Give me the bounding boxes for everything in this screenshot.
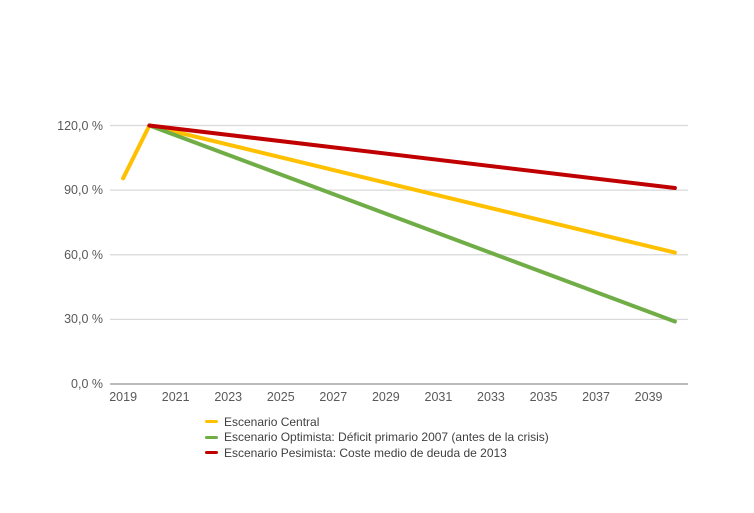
x-axis-tick-label: 2031 bbox=[424, 390, 453, 404]
x-axis-tick-label: 2019 bbox=[109, 390, 138, 404]
legend-item-escenario-pesimista: Escenario Pesimista: Coste medio de deud… bbox=[205, 445, 549, 461]
legend-label: Escenario Pesimista: Coste medio de deud… bbox=[224, 445, 507, 460]
y-axis-tick-label: 0,0 % bbox=[71, 377, 103, 391]
x-axis-tick-label: 2035 bbox=[529, 390, 558, 404]
legend-line-swatch bbox=[205, 435, 218, 439]
x-axis-tick-label: 2039 bbox=[634, 390, 663, 404]
x-axis-tick-label: 2027 bbox=[319, 390, 348, 404]
legend-label: Escenario Optimista: Déficit primario 20… bbox=[224, 430, 549, 445]
y-axis-tick-label: 60,0 % bbox=[64, 247, 103, 262]
y-axis-tick-label: 90,0 % bbox=[64, 183, 103, 198]
series-line bbox=[147, 123, 677, 324]
series-line bbox=[147, 123, 677, 190]
legend-label: Escenario Central bbox=[224, 414, 320, 429]
legend-line-swatch bbox=[205, 420, 218, 424]
x-axis-tick-label: 2021 bbox=[161, 390, 190, 404]
x-axis-tick-label: 2029 bbox=[371, 390, 400, 404]
x-axis-tick-label: 2037 bbox=[582, 390, 610, 404]
x-axis-tick-label: 2025 bbox=[266, 390, 295, 404]
legend-item-escenario-optimista: Escenario Optimista: Déficit primario 20… bbox=[205, 430, 549, 446]
chart-legend: Escenario Central Escenario Optimista: D… bbox=[205, 414, 549, 461]
x-axis-tick-label: 2033 bbox=[477, 390, 505, 404]
legend-item-escenario-central: Escenario Central bbox=[205, 414, 549, 430]
y-axis-tick-label: 30,0 % bbox=[64, 312, 103, 327]
y-axis-tick-label: 120,0 % bbox=[57, 118, 103, 133]
legend-line-swatch bbox=[205, 451, 218, 455]
x-axis-tick-label: 2023 bbox=[214, 390, 243, 404]
